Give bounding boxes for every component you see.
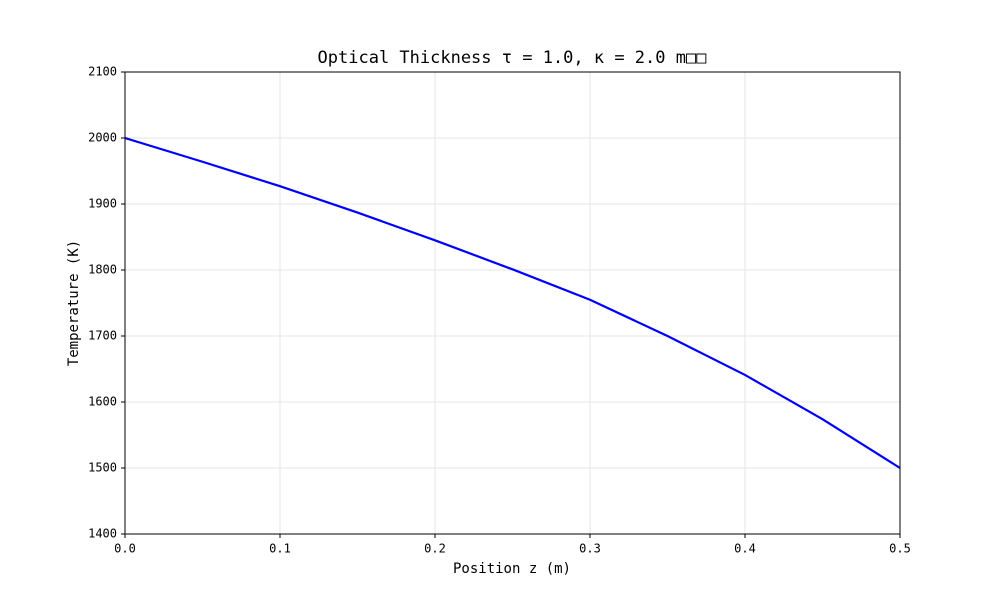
y-axis-label: Temperature (K) xyxy=(66,240,82,366)
y-tick-label: 2100 xyxy=(88,65,117,79)
y-tick-label: 1700 xyxy=(88,329,117,343)
chart-title: Optical Thickness τ = 1.0, κ = 2.0 m□□ xyxy=(318,48,708,68)
y-tick-label: 1600 xyxy=(88,395,117,409)
x-tick-label: 0.2 xyxy=(424,542,446,556)
x-tick-label: 0.3 xyxy=(579,542,601,556)
x-tick-label: 0.0 xyxy=(114,542,136,556)
x-tick-label: 0.4 xyxy=(734,542,756,556)
x-axis-label: Position z (m) xyxy=(453,561,571,577)
y-tick-label: 1900 xyxy=(88,197,117,211)
y-tick-label: 2000 xyxy=(88,131,117,145)
y-tick-label: 1500 xyxy=(88,461,117,475)
line-series xyxy=(124,136,901,469)
y-tick-label: 1400 xyxy=(88,527,117,541)
y-tick-label: 1800 xyxy=(88,263,117,277)
x-tick-label: 0.1 xyxy=(269,542,291,556)
plot-frame xyxy=(124,71,901,535)
x-tick-label: 0.5 xyxy=(889,542,911,556)
